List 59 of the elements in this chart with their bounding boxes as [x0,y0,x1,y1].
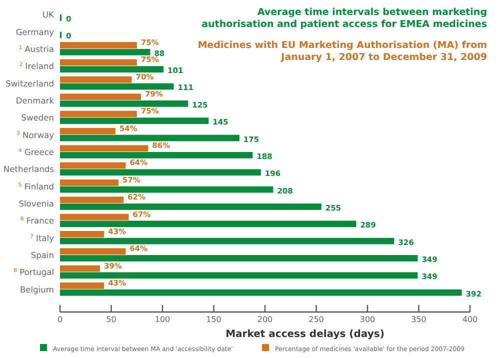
bar [60,118,209,124]
bar [60,248,126,255]
bar [60,186,274,193]
y-tick-label: $^{1}$ Austria [18,44,54,54]
bar [60,289,462,296]
text: Medicines with EU Marketing Authorisation (MA) from January 1, 2007 to December 31, 2009 [198,40,488,63]
bar [60,94,141,100]
bar [60,83,174,90]
bar [60,204,322,210]
x-tick-label: 300 [360,315,376,324]
x-tick-label: 150 [206,315,222,324]
x-tick-label: 100 [154,315,170,324]
text: Average time intervals between marketing authorisation and patient access for EMEA medicines [202,7,488,30]
x-tick-label: 250 [308,315,324,324]
x-axis-title: Market access delays (days) [226,329,384,340]
bar [60,59,137,66]
y-tick-label: Denmark [16,95,54,106]
bar [60,134,240,142]
y-tick-label: $^{7}$ Italy [30,232,54,243]
y-tick-label: $^{4}$ Greece [18,147,54,157]
y-tick-label: Netherlands [3,164,54,174]
bar [60,265,100,272]
bar [60,169,261,176]
x-tick-label: 0 [57,315,63,324]
bar [60,128,116,134]
y-tick-label: Switzerland [6,78,54,88]
bar [60,162,126,169]
bar [60,100,188,107]
bar [60,282,104,289]
y-tick-label: $^{5}$ Finland [18,181,54,192]
y-tick-label: $^{2}$ Ireland [19,61,54,72]
y-tick-label: $^{8}$ Portugal [14,267,54,278]
bar [60,196,124,204]
bar [60,110,137,118]
bar [60,272,418,279]
bar [60,66,164,72]
bar [60,179,118,186]
bar [60,145,148,152]
x-tick-label: 400 [462,315,478,324]
y-tick-label: $^{3}$ Norway [16,130,54,140]
x-tick-label: 350 [411,315,426,324]
y-tick-label: Sweden [21,112,54,123]
bar [60,220,356,228]
bar [60,214,129,220]
x-tick-label: 200 [257,315,273,324]
bar [60,48,150,56]
bar [60,231,104,238]
y-tick-label: UK [42,10,55,20]
bar [60,238,394,244]
y-tick-label: $^{6}$ France [20,216,54,226]
y-tick-label: Spain [30,250,54,260]
bar [60,152,253,158]
y-tick-label: Germany [16,26,54,37]
bar [60,42,137,48]
y-tick-label: Belgium [20,284,54,294]
bar [60,255,418,262]
bar [60,76,132,83]
x-tick-label: 50 [106,315,116,324]
y-tick-label: Slovenia [18,198,54,209]
